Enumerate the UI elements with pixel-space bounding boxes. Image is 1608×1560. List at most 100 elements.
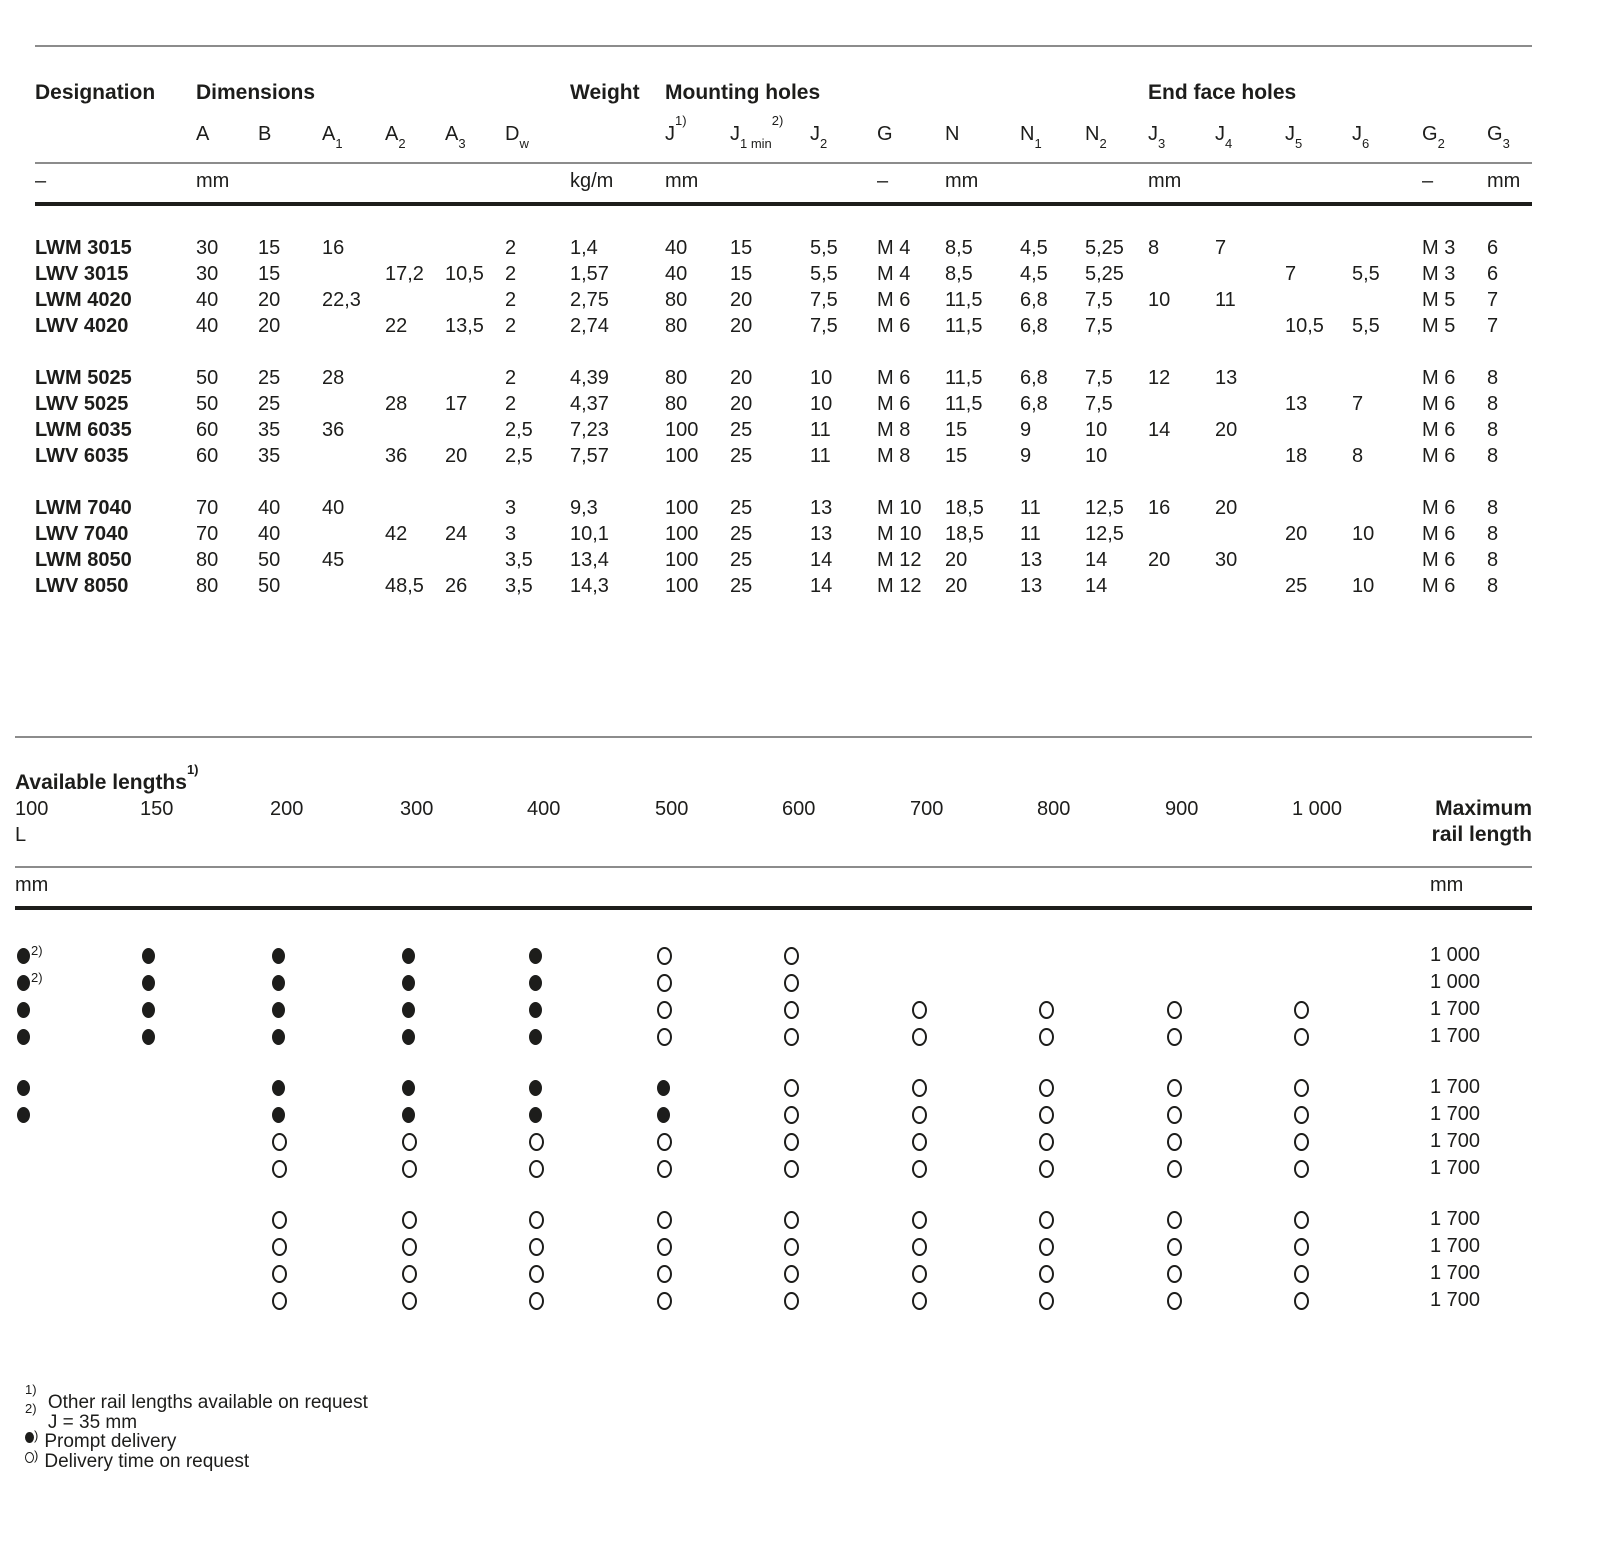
value-cell: 25	[730, 419, 753, 441]
open-dot	[657, 1159, 672, 1178]
value-cell: 10	[1148, 289, 1171, 311]
value-cell: 13	[1020, 549, 1043, 571]
availability-cell	[1037, 1237, 1165, 1256]
max-rail-length-cell: 1 700	[1430, 1235, 1481, 1257]
max-rail-length-header: Maximum rail length	[1432, 796, 1532, 848]
length-value: 900	[1165, 798, 1199, 820]
availability-cell	[1037, 1132, 1165, 1151]
open-dot	[1294, 1105, 1309, 1124]
value-cell: M 6	[877, 315, 911, 337]
value-cell: M 5	[1422, 315, 1456, 337]
open-dot	[1039, 1237, 1054, 1256]
value-cell: 70	[196, 497, 219, 519]
value-cell: 28	[385, 393, 408, 415]
value-cell: 6	[1487, 237, 1499, 259]
filled-dot	[142, 1001, 155, 1018]
column-header: B	[258, 123, 322, 146]
filled-dot	[142, 1028, 155, 1045]
value-cell: 20	[258, 315, 281, 337]
availability-cell	[527, 974, 655, 991]
value-cell: 12	[1148, 367, 1171, 389]
availability-cell	[782, 946, 910, 965]
value-cell: 50	[258, 549, 281, 571]
availability-cell	[782, 973, 910, 992]
open-dot	[402, 1264, 417, 1283]
unit-weight: kg/m	[570, 170, 614, 192]
value-cell: 80	[665, 289, 688, 311]
value-cell: 2	[505, 289, 517, 311]
availability-cell	[270, 1028, 400, 1045]
unit-g3: mm	[1487, 170, 1521, 192]
open-dot	[272, 1291, 287, 1310]
value-cell	[1148, 574, 1215, 600]
value-cell	[1148, 262, 1215, 288]
value-cell: 5,25	[1085, 237, 1124, 259]
value-cell: 10	[1085, 445, 1108, 467]
value-cell: M 10	[877, 497, 922, 519]
value-cell: 7,5	[810, 315, 838, 337]
open-dot	[912, 1132, 927, 1151]
value-cell: 20	[1215, 497, 1238, 519]
column-header: G3	[1487, 123, 1532, 150]
value-cell: 7,5	[1085, 367, 1113, 389]
length-value: 200	[270, 798, 304, 820]
value-cell: 10	[810, 367, 833, 389]
availability-cell	[1037, 1210, 1165, 1229]
availability-cell	[910, 1000, 1037, 1019]
value-cell: 6,8	[1020, 393, 1048, 415]
footnote-text: Other rail lengths available on request	[47, 1392, 368, 1413]
value-cell: 100	[665, 419, 699, 441]
value-cell: 11	[1020, 523, 1041, 545]
value-cell: M 6	[1422, 419, 1456, 441]
value-cell: 20	[1148, 549, 1171, 571]
open-dot	[784, 946, 799, 965]
value-cell	[1285, 288, 1352, 314]
open-dot	[529, 1237, 544, 1256]
unit-mounting: mm	[665, 170, 699, 192]
designation-cell: LWM 3015	[35, 237, 132, 259]
value-cell: 42	[385, 523, 408, 545]
column-symbol: A	[385, 123, 399, 145]
value-cell	[1285, 496, 1352, 522]
availability-cell	[1292, 1078, 1430, 1097]
column-symbol: G	[1422, 123, 1438, 145]
open-dot	[402, 1210, 417, 1229]
open-dot-icon	[25, 1451, 34, 1463]
dot-footnote-ref: 2)	[31, 943, 43, 958]
value-cell: 5,5	[1352, 263, 1380, 285]
value-cell: 7,5	[810, 289, 838, 311]
column-subscript: 2	[398, 136, 406, 151]
availability-cell	[782, 1159, 910, 1178]
availability-cell	[527, 1079, 655, 1096]
availability-row: 1 700	[15, 1074, 1532, 1101]
column-symbol: A	[322, 123, 336, 145]
filled-dot	[17, 947, 30, 964]
value-cell: 10	[1085, 419, 1108, 441]
open-dot	[912, 1027, 927, 1046]
availability-cell	[527, 1028, 655, 1045]
value-cell: 13	[810, 523, 833, 545]
value-cell: 8	[1487, 549, 1499, 571]
availability-cell	[527, 1159, 655, 1178]
open-dot	[1039, 1210, 1054, 1229]
value-cell: 9,3	[570, 497, 598, 519]
max-rail-length-cell: 1 700	[1430, 1076, 1481, 1098]
value-cell: 25	[1285, 575, 1308, 597]
open-dot	[784, 1159, 799, 1178]
value-cell	[1148, 444, 1215, 470]
value-cell: 40	[196, 289, 219, 311]
availability-cell	[1292, 1027, 1430, 1046]
availability-cell	[527, 947, 655, 964]
units-row: – mm kg/m mm – mm mm – mm	[35, 164, 1532, 202]
value-cell: 1,57	[570, 263, 609, 285]
value-cell	[385, 418, 445, 444]
table-row: LWM 5025 50 25 28 2 4,39 80 20 10 M 6 11…	[35, 366, 1532, 392]
availability-cell	[1292, 1210, 1430, 1229]
availability-cell	[140, 947, 270, 964]
value-cell: 25	[730, 523, 753, 545]
availability-cell	[140, 1028, 270, 1045]
open-dot	[784, 1078, 799, 1097]
value-cell: 13	[1285, 393, 1308, 415]
value-cell: 20	[730, 367, 753, 389]
open-dot	[1294, 1291, 1309, 1310]
